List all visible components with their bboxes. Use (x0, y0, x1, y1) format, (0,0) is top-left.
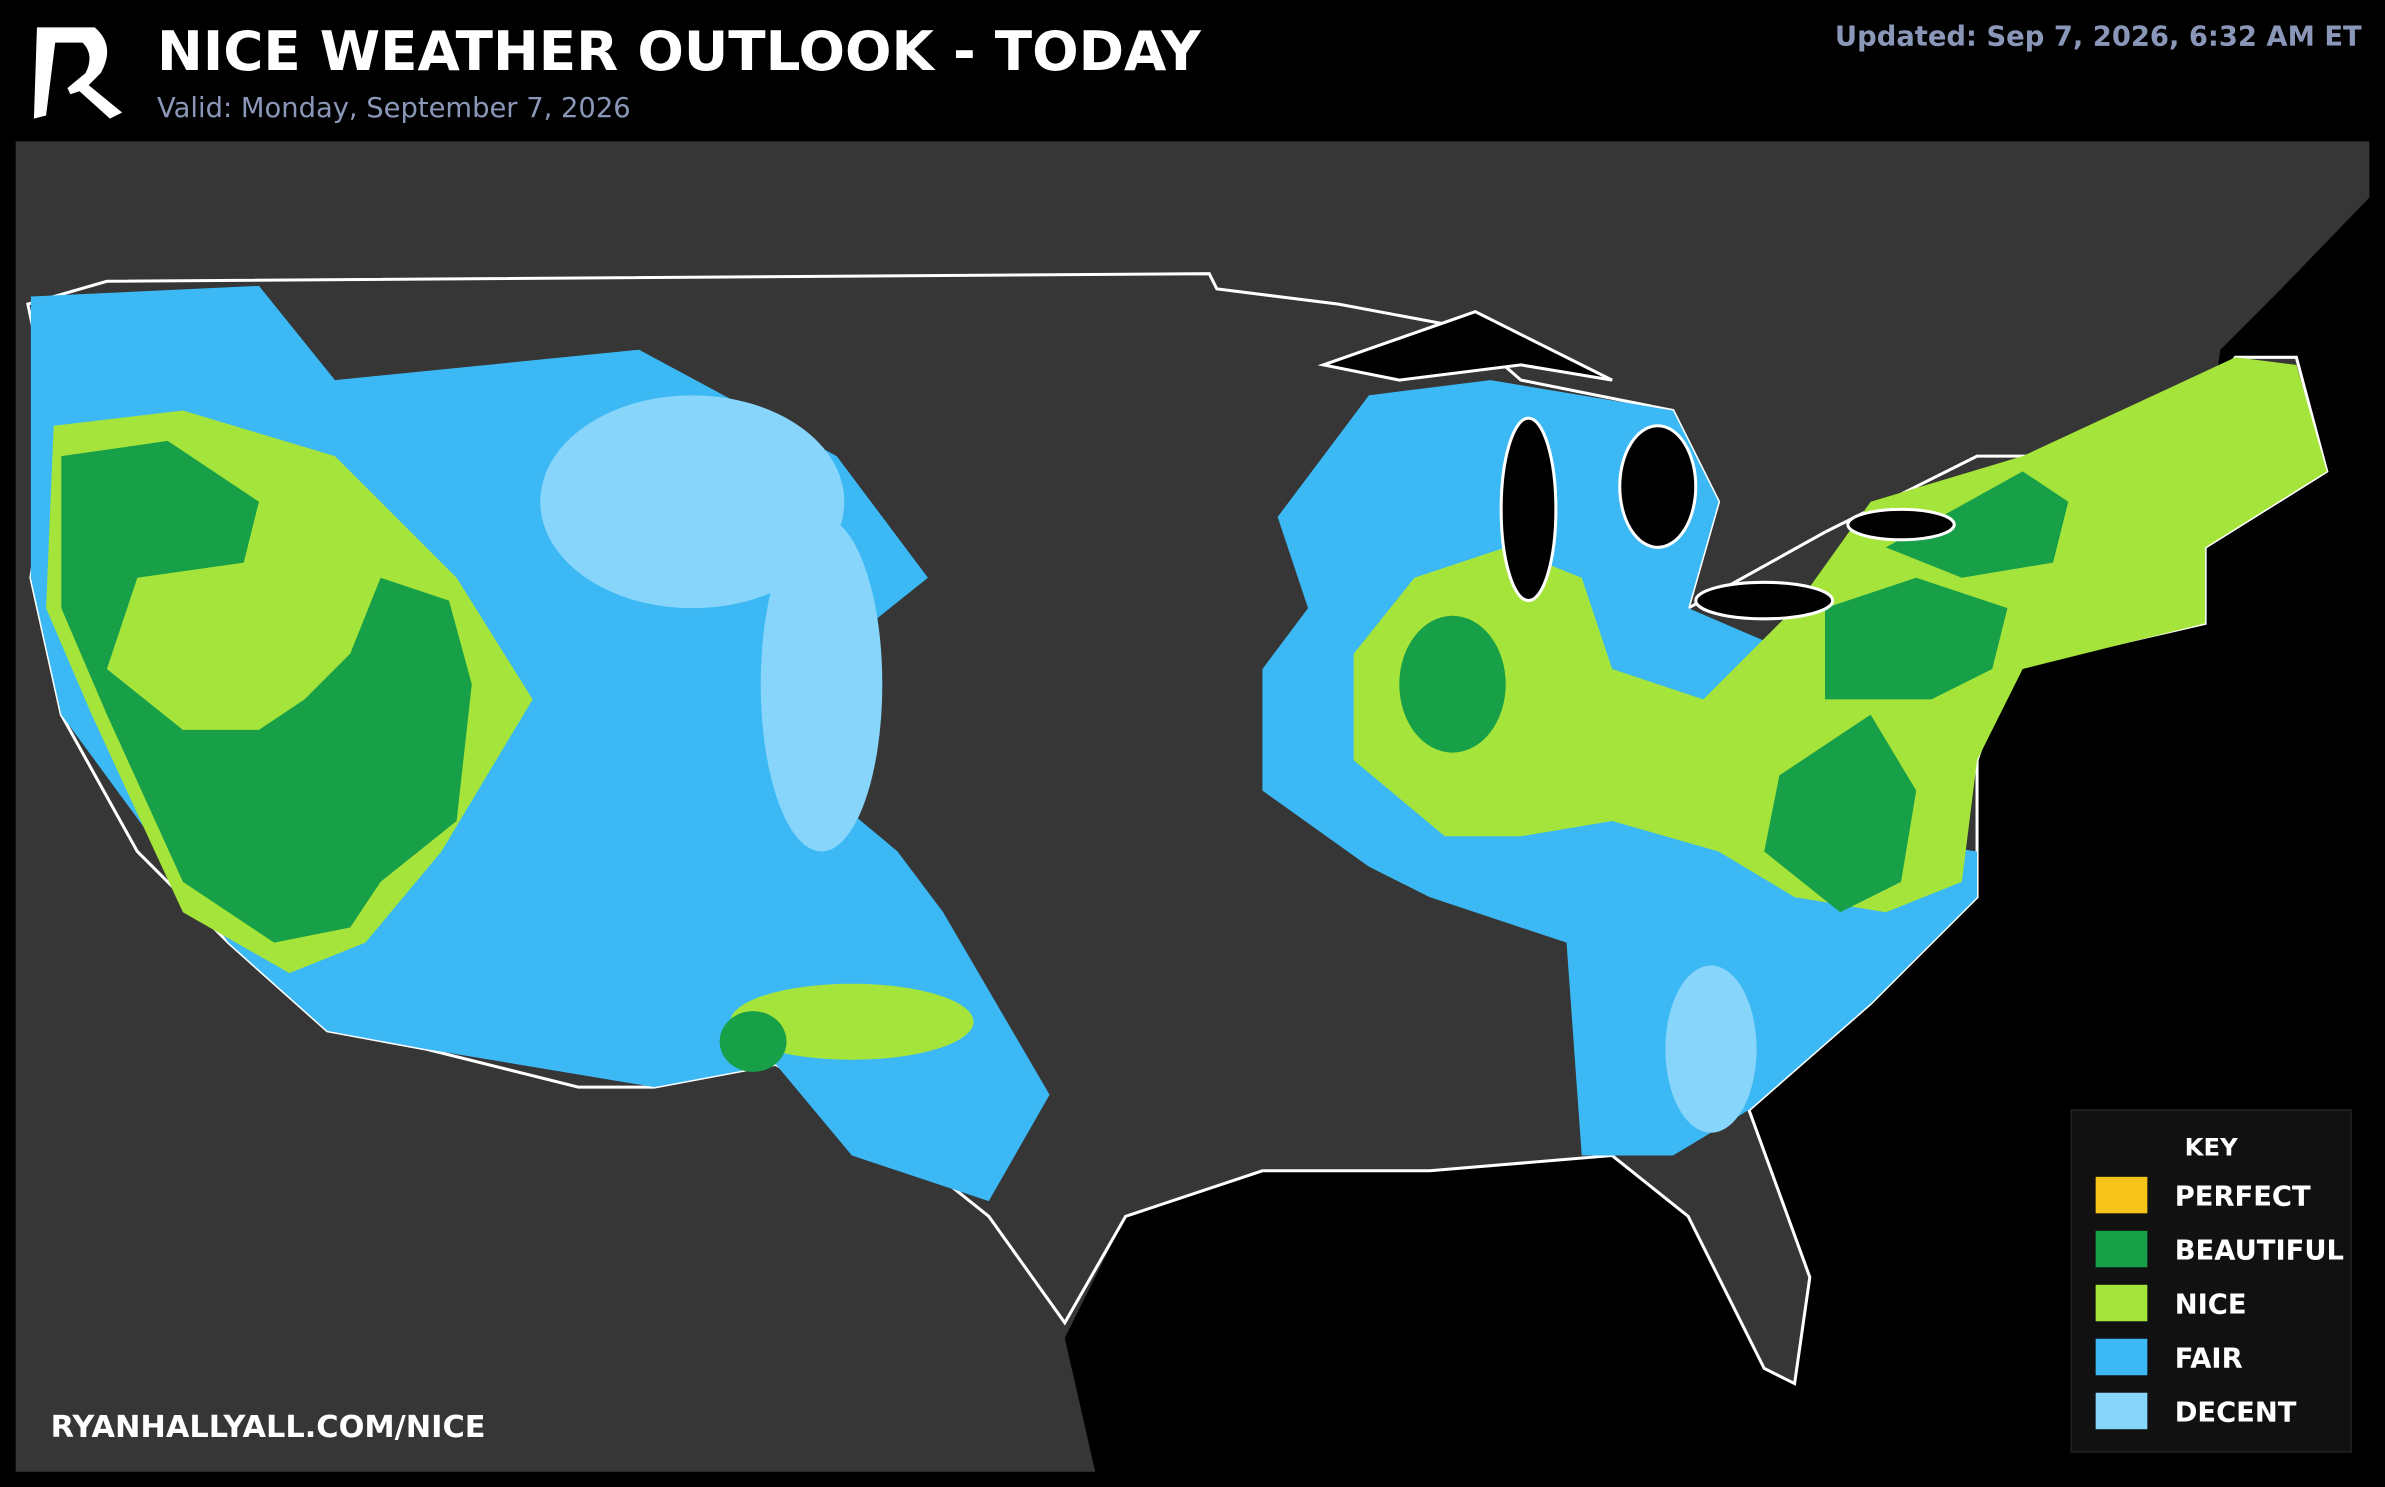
legend-label: NICE (2175, 1290, 2247, 1321)
legend-label: BEAUTIFUL (2175, 1236, 2344, 1267)
legend-swatch (2095, 1284, 2148, 1322)
legend-label: FAIR (2175, 1344, 2243, 1375)
legend: KEY PERFECT BEAUTIFUL NICE FAIR DECENT (2070, 1109, 2352, 1453)
lake (1317, 310, 1613, 382)
lake (1618, 424, 1698, 549)
lake (1694, 580, 1835, 621)
legend-swatch (2095, 1392, 2148, 1430)
title: NICE WEATHER OUTLOOK - TODAY (157, 19, 1202, 83)
lake (1846, 507, 1956, 542)
lake (1499, 416, 1558, 603)
legend-swatch (2095, 1176, 2148, 1214)
updated-time: Updated: Sep 7, 2026, 6:32 AM ET (1835, 22, 2362, 53)
zone-decent (1665, 965, 1757, 1133)
logo (33, 27, 123, 119)
great-lakes (1317, 310, 1956, 621)
valid-date: Valid: Monday, September 7, 2026 (157, 93, 631, 124)
legend-title: KEY (2185, 1133, 2238, 1162)
zone-decent (540, 395, 845, 609)
legend-label: PERFECT (2175, 1182, 2311, 1213)
zone-beautiful (719, 1011, 787, 1072)
zone-nice (730, 983, 974, 1060)
zone-decent (760, 516, 883, 852)
zone-beautiful (1399, 615, 1506, 753)
zone-beautiful (1885, 471, 2069, 578)
zone-beautiful (1825, 577, 2008, 700)
legend-label: DECENT (2175, 1398, 2297, 1429)
map (15, 141, 2370, 1472)
footer-url: RYANHALLYALL.COM/NICE (51, 1410, 486, 1445)
zone-beautiful (61, 440, 472, 943)
legend-swatch (2095, 1338, 2148, 1376)
legend-swatch (2095, 1230, 2148, 1268)
zone-beautiful (1764, 714, 1917, 913)
